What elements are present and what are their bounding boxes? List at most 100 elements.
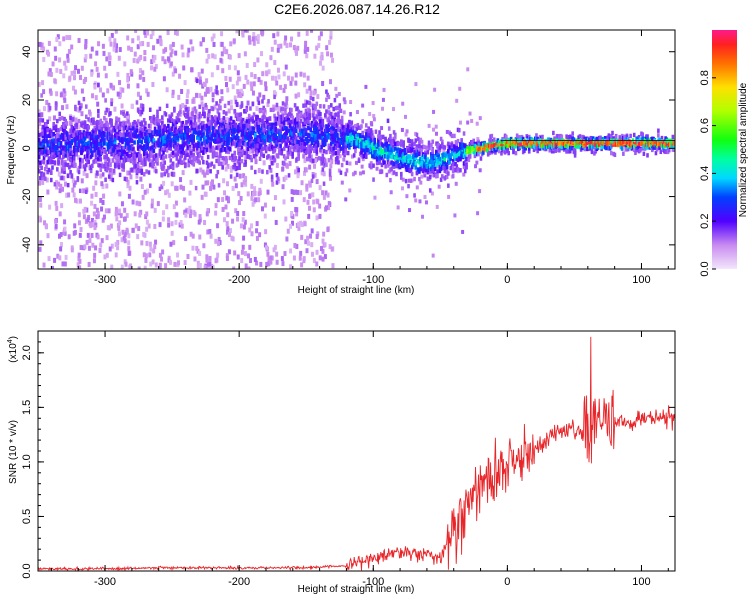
spectrogram-noise-cell: [147, 223, 151, 229]
spectrogram-noise-cell: [134, 223, 138, 229]
spectrogram-cell: [156, 161, 159, 166]
spectrogram-noise-cell: [276, 67, 280, 73]
spectrogram-cell: [399, 171, 403, 177]
spectrogram-cell: [121, 122, 124, 128]
spectrogram-noise-cell: [114, 206, 118, 212]
spectrogram-cell: [202, 159, 205, 165]
spectrogram-cell: [109, 149, 112, 154]
spectrogram-cell: [307, 119, 310, 124]
spectrogram-noise-cell: [203, 220, 207, 226]
spectrogram-noise-cell: [117, 208, 121, 214]
spectrogram-noise-cell: [253, 186, 257, 192]
spectrogram-noise-cell: [38, 197, 42, 203]
spectrogram-cell: [218, 153, 222, 158]
spectrogram-cell: [38, 142, 40, 147]
spectrogram-noise-cell: [87, 261, 91, 267]
spectrogram-noise-cell: [58, 233, 62, 239]
spectrogram-cell: [309, 149, 313, 154]
spectrogram-cell: [266, 169, 269, 175]
spectrogram-cell: [63, 169, 66, 175]
spectrogram-cell: [119, 155, 123, 160]
spectrogram-noise-cell: [65, 35, 69, 41]
spectrogram-noise-cell: [342, 97, 346, 102]
spectrogram-cell: [193, 157, 197, 162]
spectrogram-cell: [319, 111, 322, 117]
spectrogram-noise-cell: [212, 184, 216, 190]
spectrogram-cell: [214, 115, 217, 120]
spectrogram-noise-cell: [40, 127, 44, 133]
spectrogram-cell: [141, 107, 145, 112]
spectrogram-cell: [107, 139, 111, 145]
spectrogram-cell: [287, 120, 291, 125]
spectrogram-cell: [218, 98, 222, 104]
spectrogram-cell: [488, 150, 491, 156]
spectrogram-cell: [486, 147, 490, 153]
spectrogram-cell: [145, 169, 148, 174]
spectrogram-cell: [150, 118, 153, 124]
spectrogram-cell: [92, 120, 95, 125]
spectrogram-cell: [345, 168, 349, 173]
spectrogram-cell: [122, 161, 125, 167]
spectrogram-cell: [128, 153, 132, 159]
spectrogram-noise-cell: [132, 167, 136, 173]
spectrogram-cell: [62, 150, 65, 155]
spectrogram-cell: [273, 148, 276, 153]
spectrogram-noise-cell: [161, 216, 165, 222]
spectrogram-noise-cell: [110, 264, 114, 269]
spectrogram-noise-cell: [119, 213, 123, 219]
spectrogram-cell: [333, 134, 337, 139]
spectrogram-noise-cell: [248, 39, 252, 45]
spectrogram-noise-cell: [270, 46, 274, 52]
spectrogram-cell: [148, 107, 152, 112]
spectrogram-cell: [93, 148, 97, 153]
spectrogram-noise-cell: [86, 232, 90, 238]
spectrogram-cell: [304, 150, 308, 156]
spectrogram-cell: [274, 116, 278, 121]
spectrogram-noise-cell: [120, 103, 124, 109]
spectrogram-noise-cell: [118, 47, 122, 53]
spectrogram-noise-cell: [233, 176, 237, 182]
spectrogram-cell: [428, 188, 432, 193]
spectrogram-cell: [252, 112, 256, 117]
spectrogram-cell: [314, 134, 317, 139]
spectrogram-cell: [228, 120, 232, 125]
spectrogram-noise-cell: [265, 62, 269, 68]
spectrogram-cell: [142, 149, 146, 155]
spectrogram-noise-cell: [271, 206, 275, 212]
spectrogram-noise-cell: [203, 265, 207, 269]
spectrogram-cell: [171, 122, 175, 127]
spectrogram-noise-cell: [257, 167, 261, 173]
spectrogram-noise-cell: [436, 164, 440, 169]
spectrogram-noise-cell: [38, 81, 41, 87]
spectrogram-cell: [282, 161, 286, 166]
spectrogram-noise-cell: [431, 253, 435, 258]
spectrogram-noise-cell: [84, 218, 88, 224]
spectrogram-cell: [257, 120, 261, 125]
spectrogram-noise-cell: [156, 38, 160, 44]
spectrogram-cell: [49, 177, 53, 183]
spectrogram-cell: [310, 178, 314, 184]
spectrogram-cell: [457, 128, 461, 133]
spectrogram-noise-cell: [325, 45, 329, 51]
spectrogram-noise-cell: [136, 44, 140, 50]
spectrogram-cell: [238, 162, 241, 167]
spectrogram-noise-cell: [167, 257, 171, 263]
spectrogram-noise-cell: [244, 175, 248, 181]
spectrogram-noise-cell: [110, 98, 114, 104]
spectrogram-noise-cell: [114, 47, 118, 53]
spectrogram-noise-cell: [248, 257, 252, 263]
spectrogram-noise-cell: [305, 30, 309, 36]
spectrogram-cell: [127, 137, 130, 143]
spectrogram-noise-cell: [227, 232, 231, 238]
spectrogram-noise-cell: [260, 107, 264, 113]
spectrogram-noise-cell: [220, 89, 224, 95]
spectrogram-noise-cell: [167, 217, 171, 223]
spectrogram-cell: [413, 141, 416, 147]
spectrogram-noise-cell: [227, 108, 231, 114]
spectrogram-cell: [297, 109, 301, 114]
spectrogram-cell: [163, 171, 167, 177]
spectrogram-noise-cell: [322, 171, 326, 177]
spectrogram-cell: [468, 149, 472, 155]
spectrogram-cell: [298, 134, 302, 140]
spectrogram-noise-cell: [105, 252, 109, 258]
